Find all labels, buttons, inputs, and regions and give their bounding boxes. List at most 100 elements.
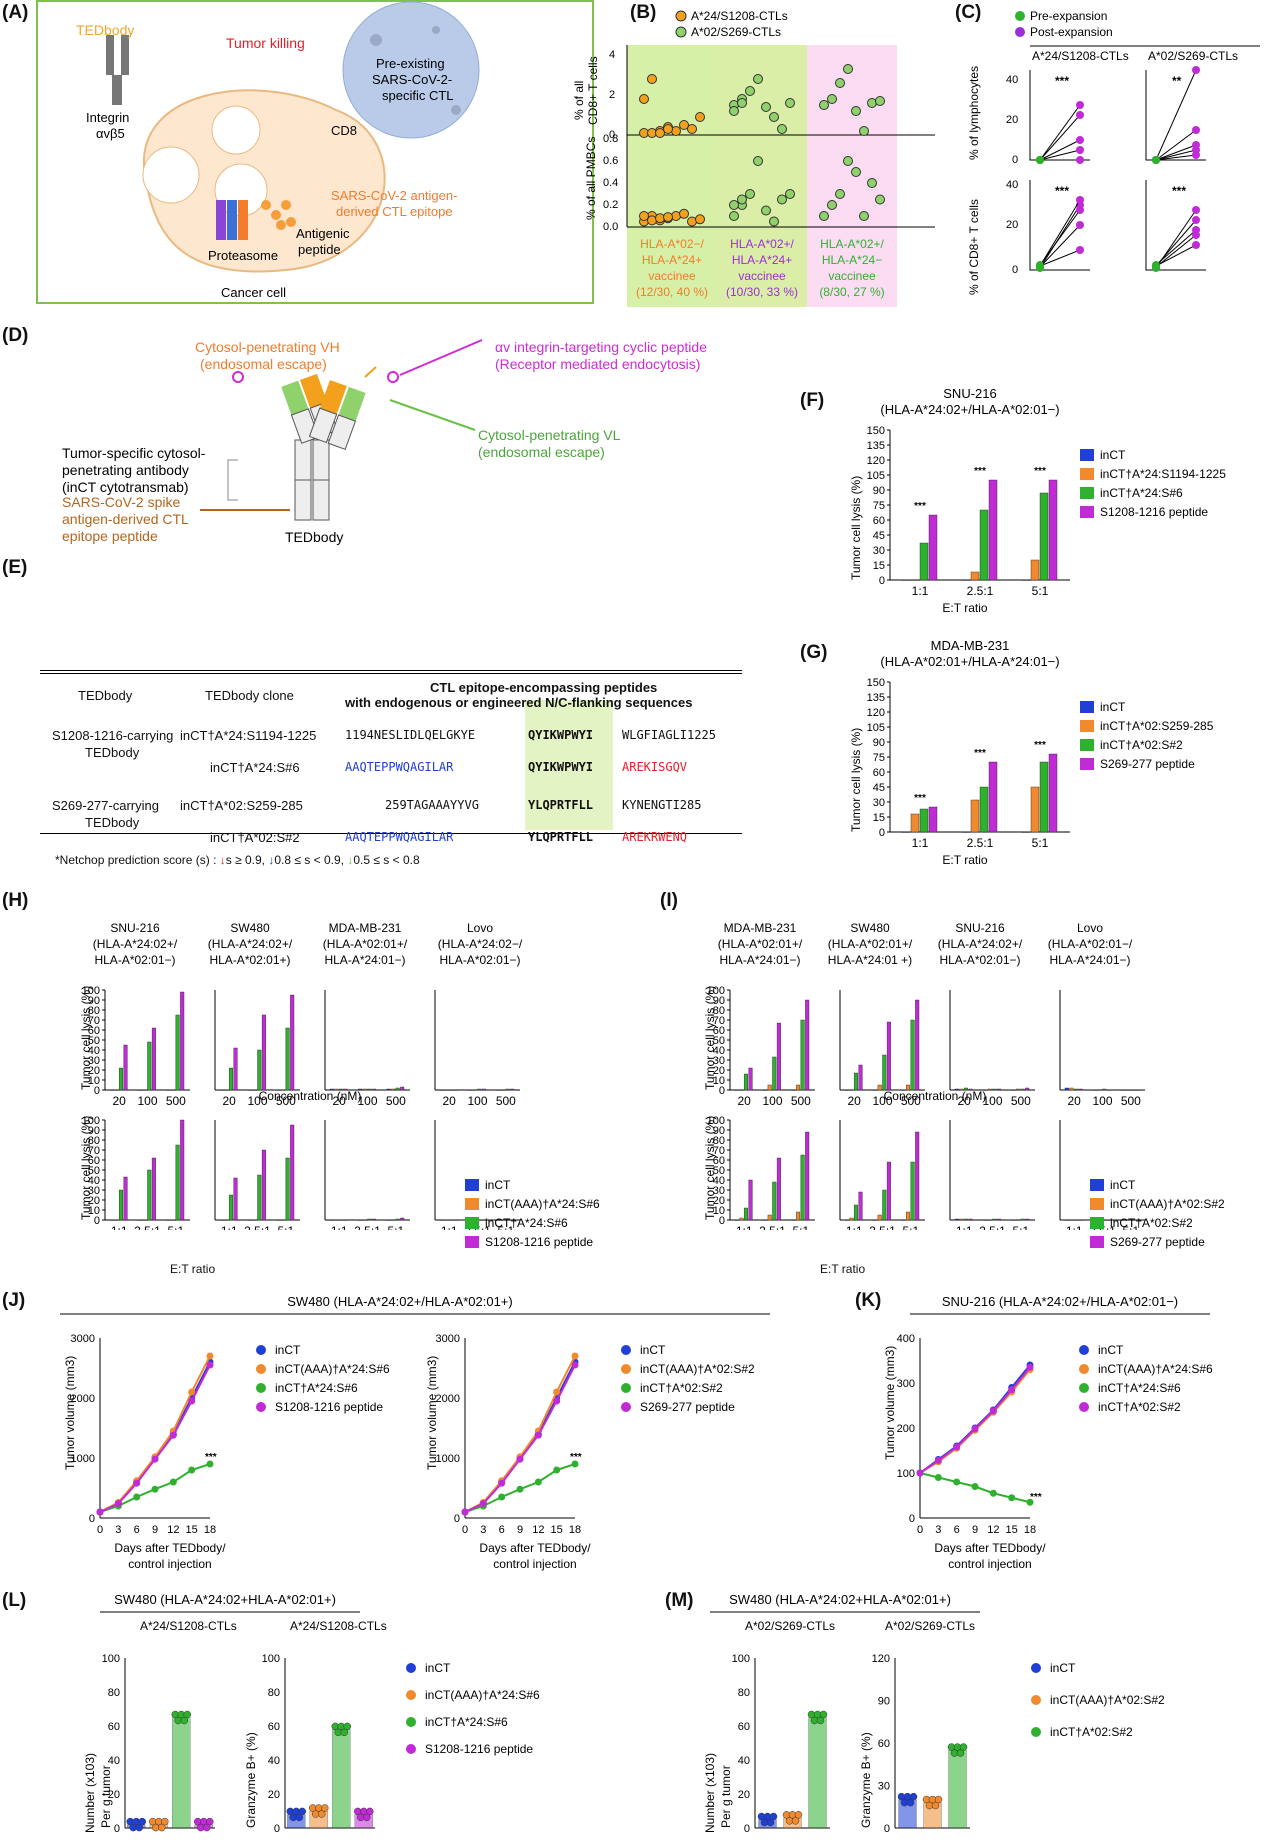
bar xyxy=(123,1176,128,1221)
bar xyxy=(233,1177,238,1221)
h-xlabel-bottom: E:T ratio xyxy=(170,1262,216,1276)
c-pre-dot xyxy=(1152,262,1160,270)
series-point xyxy=(188,1397,196,1405)
b-dot xyxy=(695,214,705,225)
c-pre-dot xyxy=(1152,156,1160,164)
svg-text:***: *** xyxy=(1055,184,1069,198)
bar xyxy=(329,1088,334,1091)
b-group3-l1: HLA-A*02+/ xyxy=(820,237,884,251)
b-dot xyxy=(745,86,755,96)
b-group3-l4: (8/30, 27 %) xyxy=(819,285,884,299)
c-post-dot xyxy=(1192,146,1200,154)
dotbar-chart: 0 20 40 60 80 100 xyxy=(732,1653,830,1835)
h-cell2-l2: (HLA-A*24:02+/ xyxy=(208,937,293,951)
bar xyxy=(882,1054,887,1091)
b-dot xyxy=(859,126,869,136)
bar xyxy=(1078,1088,1083,1091)
replicate-dot xyxy=(318,1810,326,1818)
y-tick-label: 400 xyxy=(897,1333,915,1345)
c-post-dot xyxy=(1076,196,1084,204)
y-tick-label: 0 xyxy=(274,1823,280,1835)
x-tick-label: 20 xyxy=(222,1094,236,1108)
y-tick-label: 60 xyxy=(713,1025,725,1037)
series-point xyxy=(934,1474,942,1481)
replicate-dot xyxy=(906,1798,915,1807)
bar xyxy=(853,1204,858,1221)
f-title-1: SNU-216 xyxy=(943,386,996,401)
bar xyxy=(118,1189,123,1221)
y-tick-label: 90 xyxy=(873,485,885,497)
m-sub-1: A*02/S269-CTLs xyxy=(745,1619,835,1633)
x-tick-label: 2.5:1 xyxy=(759,1224,786,1230)
bar xyxy=(1020,1218,1025,1221)
replicate-dot xyxy=(158,1823,166,1832)
c-legend-post: Post-expansion xyxy=(1030,25,1113,39)
legend-marker xyxy=(1079,1364,1089,1374)
legend-swatch xyxy=(465,1236,479,1248)
bar xyxy=(362,1088,367,1091)
legend-marker xyxy=(1079,1345,1089,1355)
y-tick-label: 120 xyxy=(867,455,885,467)
h-legend: inCT inCT(AAA)†A*24:S#6 inCT†A*24:S#6 S1208… xyxy=(465,1178,600,1249)
panel-label-c: (C) xyxy=(955,2,982,23)
bar xyxy=(448,1089,453,1091)
bar xyxy=(334,1088,339,1091)
sig-label: *** xyxy=(914,793,926,804)
x-tick-label: 9 xyxy=(972,1524,978,1536)
bar xyxy=(772,1056,777,1091)
y-tick-label: 135 xyxy=(867,440,885,452)
series-point xyxy=(516,1455,524,1463)
m-ylabel-1b: Per g tumor xyxy=(719,1765,733,1828)
bar xyxy=(910,579,920,581)
y-tick-label: 60 xyxy=(713,1155,725,1167)
bar xyxy=(886,1161,891,1221)
bar xyxy=(114,1219,119,1221)
legend-label: inCT†A*24:S1194-1225 xyxy=(1100,467,1226,481)
x-tick-label: 1:1 xyxy=(956,1224,973,1230)
x-tick-label: 100 xyxy=(467,1094,487,1108)
d-vl-2: (endosomal escape) xyxy=(478,444,605,460)
d-vh-2: (endosomal escape) xyxy=(200,356,327,372)
e-col-peptides-2: with endogenous or engineered N/C-flanki… xyxy=(345,695,693,710)
b-dot xyxy=(753,156,763,166)
replicate-dot xyxy=(183,1710,191,1719)
bar xyxy=(147,1169,152,1221)
h-ylabel-top: Tumor cell lysis (%) xyxy=(79,986,93,1090)
d-tedbody: TEDbody xyxy=(285,529,343,545)
svg-text:0.6: 0.6 xyxy=(603,155,618,167)
x-tick-label: 6 xyxy=(954,1524,960,1536)
b-dot xyxy=(663,212,673,223)
y-tick-label: 20 xyxy=(268,1789,280,1801)
a-integrin: Integrin xyxy=(86,110,129,125)
b-dot xyxy=(835,78,845,88)
a-ctl-3: specific CTL xyxy=(382,88,454,103)
legend-label: inCT†A*02:S259-285 xyxy=(1100,719,1214,733)
x-tick-label: 2.5:1 xyxy=(134,1224,161,1230)
bar xyxy=(1020,1088,1025,1091)
bar xyxy=(1011,1219,1016,1221)
bar xyxy=(224,1089,229,1091)
series-point xyxy=(169,1478,177,1486)
legend-marker xyxy=(1031,1727,1041,1737)
legend-label: inCT xyxy=(1098,1343,1124,1357)
y-tick-label: 2000 xyxy=(436,1393,460,1405)
y-tick-label: 70 xyxy=(713,1145,725,1157)
bar xyxy=(1011,1089,1016,1091)
i-cell1-l1: MDA-MB-231 xyxy=(724,921,797,935)
legend-label: inCT(AAA)†A*24:S#6 xyxy=(425,1688,540,1702)
y-tick-label: 40 xyxy=(268,1755,280,1767)
bar xyxy=(147,1041,152,1091)
bar-group: 20 100 500 xyxy=(434,990,520,1108)
y-tick-label: 90 xyxy=(713,995,725,1007)
legend-marker xyxy=(406,1690,416,1700)
y-tick-label: 100 xyxy=(102,1653,120,1665)
series-point xyxy=(571,1460,579,1468)
c-pair-line xyxy=(1039,249,1081,267)
bar xyxy=(334,1219,339,1221)
b-dot xyxy=(835,189,845,199)
legend-label: inCT†A*02:S#2 xyxy=(1050,1725,1133,1739)
bar xyxy=(228,1067,233,1091)
bar xyxy=(343,1219,348,1221)
j-ylabel-2: Tumor volume (mm3) xyxy=(425,1356,439,1470)
legend-swatch xyxy=(1090,1179,1104,1191)
